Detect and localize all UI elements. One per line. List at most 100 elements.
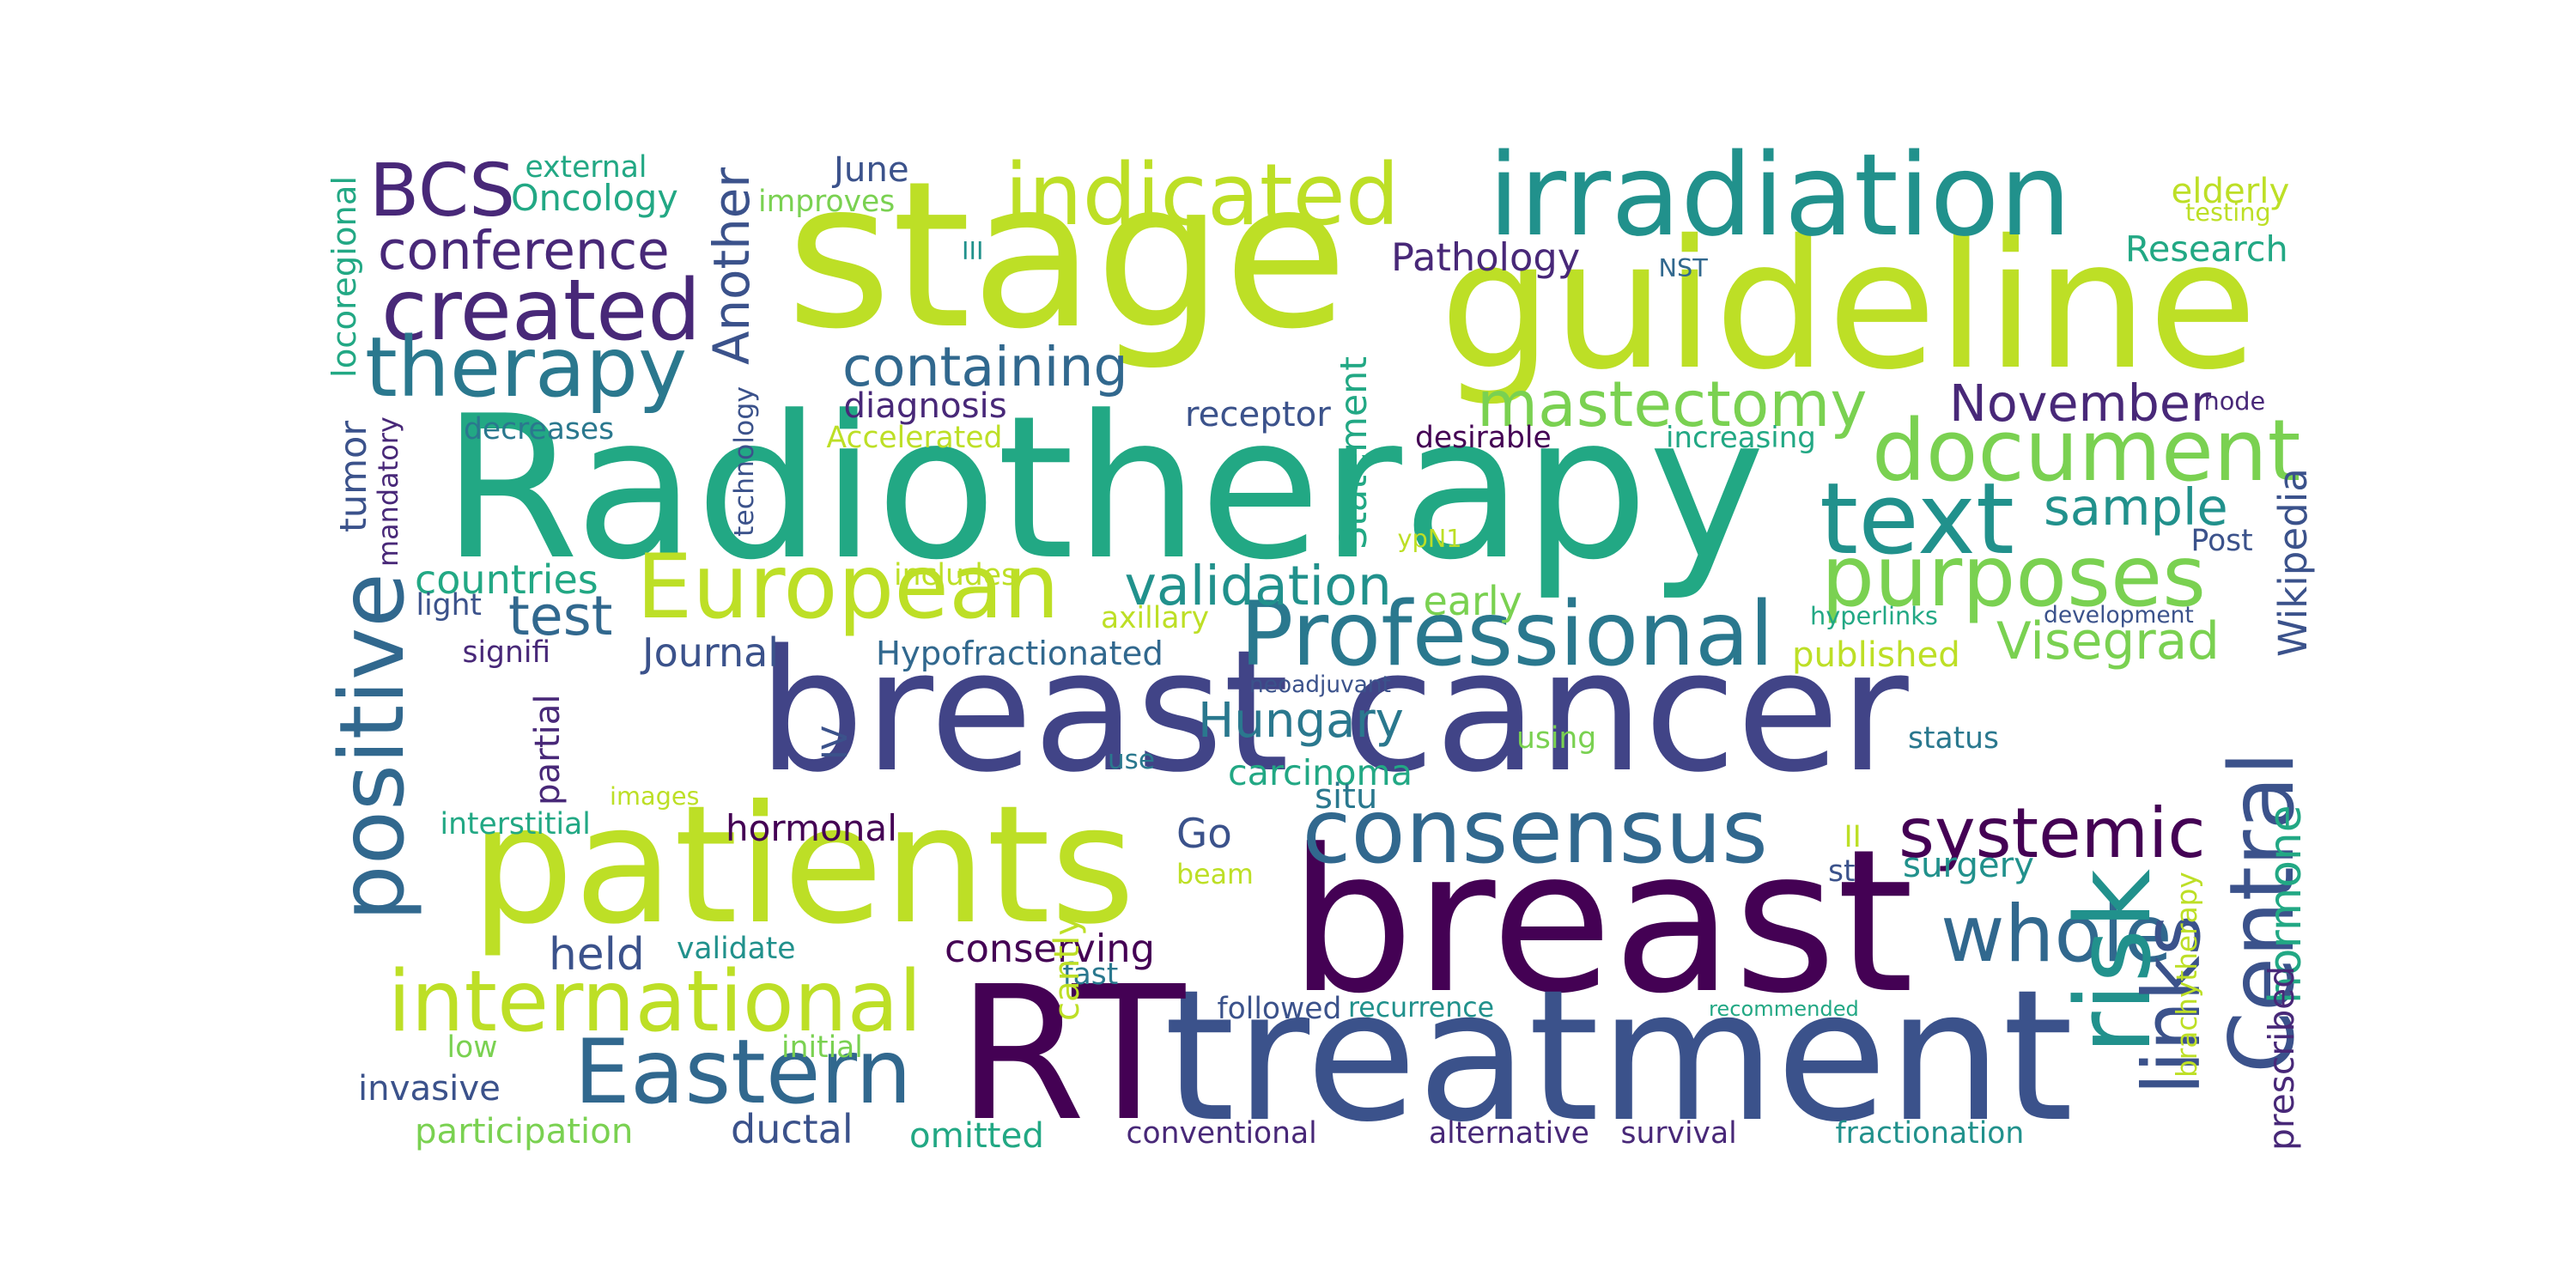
cloud-word: consensus [1302, 781, 1768, 884]
cloud-word: hyperlinks [1810, 601, 1938, 630]
cloud-word: use [1108, 744, 1155, 775]
cloud-word: diagnosis [843, 386, 1007, 426]
cloud-word: Visegrad [1996, 611, 2220, 671]
cloud-word: images [610, 781, 700, 811]
cloud-word: survival [1620, 1115, 1737, 1151]
cloud-word: held [549, 928, 645, 981]
cloud-word: external [525, 149, 647, 185]
cloud-word: November [1949, 374, 2212, 433]
cloud-word: alternative [1429, 1115, 1589, 1151]
cloud-word: positive [321, 573, 424, 921]
cloud-word: Research [2125, 228, 2288, 270]
cloud-word: locoregional [325, 175, 364, 378]
cloud-word: early [1423, 578, 1522, 624]
cloud-word: ypN1 [1397, 524, 1462, 553]
cloud-word: published [1792, 635, 1960, 675]
cloud-word: axillary [1101, 600, 1210, 635]
cloud-word: receptor [1185, 394, 1331, 434]
cloud-word: breast [1289, 808, 1914, 1037]
cloud-word: conventional [1126, 1115, 1317, 1151]
cloud-word: technology [728, 386, 760, 537]
cloud-word: conserving [945, 926, 1155, 971]
cloud-word: patients [471, 769, 1136, 960]
cloud-word: Wikipedia [2269, 468, 2316, 657]
cloud-word: ductal [731, 1106, 854, 1152]
cloud-word: node [2203, 386, 2266, 416]
cloud-word: invasive [358, 1068, 501, 1109]
cloud-word: Oncology [511, 176, 678, 219]
cloud-word: elderly [2171, 171, 2290, 211]
cloud-word: fast [1062, 957, 1119, 992]
cloud-word: Another [702, 167, 761, 365]
cloud-word: increasing [1666, 421, 1816, 455]
cloud-word: desirable [1415, 420, 1552, 455]
cloud-word: conference [378, 221, 670, 282]
cloud-word: neoadjuvant [1249, 671, 1391, 698]
cloud-word: III [962, 236, 984, 265]
cloud-word: st [1828, 854, 1856, 889]
cloud-word: situ [1315, 776, 1378, 817]
cloud-word: BCS [369, 149, 516, 234]
cloud-word: hormonal [726, 807, 897, 849]
cloud-word: cantly [1047, 914, 1087, 1021]
cloud-word: created [381, 261, 702, 360]
cloud-word: tumor [332, 420, 375, 532]
cloud-word: systemic [1899, 792, 2206, 873]
cloud-word: participation [415, 1111, 634, 1151]
cloud-word: June [834, 149, 909, 190]
cloud-word: fractionation [1835, 1115, 2025, 1151]
cloud-word: partial [527, 693, 568, 805]
cloud-word: Radiotherapy [441, 374, 1765, 604]
cloud-word: development [2044, 602, 2194, 629]
cloud-word: containing [842, 335, 1128, 398]
cloud-word: omitted [909, 1115, 1044, 1156]
cloud-word: prescribed [2261, 965, 2302, 1151]
cloud-word: Hypofractionated [876, 635, 1163, 673]
cloud-word: testing [2185, 197, 2271, 227]
cloud-word: test [508, 584, 613, 647]
cloud-word: mastectomy [1477, 368, 1868, 441]
cloud-word: irradiation [1488, 129, 2072, 262]
cloud-word: includes [894, 557, 1017, 592]
cloud-word: breast cancer [757, 615, 1909, 810]
cloud-word: status [1908, 720, 2000, 756]
cloud-word: sample [2044, 477, 2228, 537]
cloud-word: interstitial [440, 806, 591, 841]
cloud-word: recommended [1709, 997, 1859, 1021]
cloud-word: stage [786, 137, 1348, 374]
cloud-word: international [387, 952, 922, 1051]
cloud-word: RT [957, 946, 1186, 1162]
cloud-word: Pathology [1391, 234, 1581, 280]
cloud-word: indicated [1005, 146, 1400, 245]
cloud-word: improves [758, 184, 896, 219]
cloud-word: therapy [365, 319, 688, 416]
cloud-word: Professional [1240, 583, 1775, 686]
cloud-word: validation [1124, 554, 1392, 617]
cloud-word: using [1516, 720, 1597, 756]
cloud-word: treatment [1163, 950, 2074, 1162]
cloud-word: decreases [464, 411, 615, 447]
cloud-word: brachytherapy [2171, 872, 2203, 1078]
cloud-word: guideline [1439, 201, 2257, 409]
cloud-word: surgery [1903, 845, 2035, 885]
cloud-word: whole [1941, 888, 2172, 980]
cloud-word: signifi [462, 635, 551, 670]
cloud-word: text [1820, 461, 2014, 577]
cloud-word: recurrence [1348, 993, 1495, 1024]
cloud-word: purposes [1821, 527, 2207, 626]
cloud-word: Statement [1333, 355, 1376, 550]
cloud-word: Journal [642, 629, 780, 676]
cloud-word: carcinoma [1228, 751, 1413, 793]
cloud-word: countries [415, 556, 598, 603]
cloud-word: Hungary [1198, 693, 1404, 749]
cloud-word: IV [815, 726, 855, 760]
cloud-word: Go [1176, 811, 1232, 858]
cloud-word: mandatory [371, 416, 404, 567]
cloud-word: Post [2190, 523, 2253, 558]
cloud-word: low [447, 1030, 498, 1065]
cloud-word: Accelerated [826, 420, 1003, 455]
cloud-word: validate [677, 931, 796, 966]
cloud-word: II [1844, 819, 1862, 854]
